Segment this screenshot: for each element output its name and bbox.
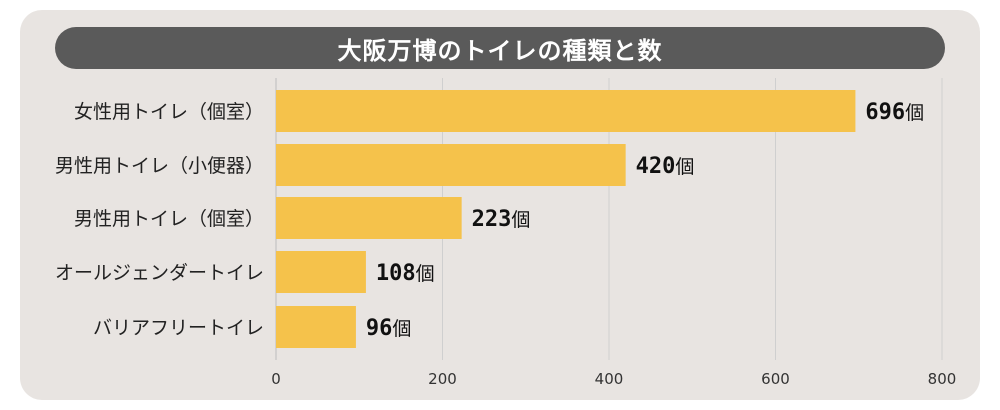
value-unit-2: 個: [511, 209, 530, 231]
bar-2: [276, 197, 462, 239]
value-number-4: 96: [366, 316, 393, 341]
x-tick-label-600: 600: [761, 370, 790, 388]
value-label-0: 696個: [865, 100, 924, 125]
value-unit-3: 個: [416, 263, 435, 285]
category-label-0: 女性用トイレ（個室）: [74, 101, 264, 123]
value-label-3: 108個: [376, 261, 435, 286]
chart-title: 大阪万博のトイレの種類と数: [337, 36, 663, 65]
bar-0: [276, 90, 856, 132]
category-label-4: バリアフリートイレ: [93, 317, 264, 339]
category-label-1: 男性用トイレ（小便器）: [55, 155, 264, 177]
title-bar: 大阪万博のトイレの種類と数: [55, 27, 945, 69]
bar-3: [276, 251, 366, 293]
bar-4: [276, 306, 356, 348]
value-number-1: 420: [636, 154, 676, 179]
value-label-4: 96個: [366, 316, 412, 341]
value-unit-1: 個: [675, 156, 694, 178]
bar-1: [276, 144, 626, 186]
chart-panel: [20, 10, 980, 400]
value-unit-4: 個: [392, 318, 411, 340]
x-tick-label-800: 800: [928, 370, 957, 388]
category-label-2: 男性用トイレ（個室）: [74, 208, 264, 230]
value-label-2: 223個: [472, 207, 531, 232]
value-unit-0: 個: [905, 102, 924, 124]
x-tick-label-0: 0: [271, 370, 281, 388]
value-number-2: 223: [472, 207, 512, 232]
x-tick-label-200: 200: [428, 370, 457, 388]
x-tick-label-400: 400: [595, 370, 624, 388]
value-number-0: 696: [865, 100, 905, 125]
value-number-3: 108: [376, 261, 416, 286]
category-label-3: オールジェンダートイレ: [55, 262, 264, 284]
value-label-1: 420個: [636, 154, 695, 179]
